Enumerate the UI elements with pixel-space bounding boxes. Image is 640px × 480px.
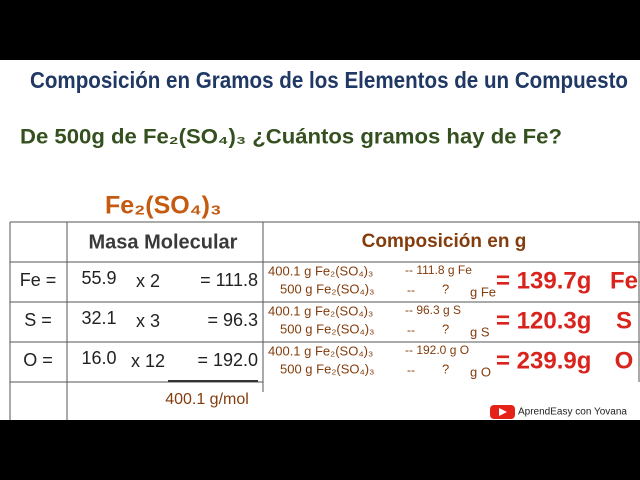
title: Composición en Gramos de los Elementos d… [30,67,628,93]
element: Fe = [20,270,57,290]
result: = 139.7g [496,267,591,294]
logo-play [499,408,507,416]
product: = 111.8 [200,270,258,290]
question: De 500g de Fe₂(SO₄)₃ ¿Cuántos gramos hay… [20,126,562,149]
table-header: Masa Molecular [89,231,238,253]
result: = 120.3g [496,307,591,334]
atomic-mass: 32.1 [81,308,116,328]
slide-background [0,60,640,420]
product: = 192.0 [197,350,258,370]
unknown-unit: g O [470,364,491,379]
ratio-top: 400.1 g Fe₂(SO₄)₃ [268,263,373,278]
ratio-top: 400.1 g Fe₂(SO₄)₃ [268,343,373,358]
ratio-top: 400.1 g Fe₂(SO₄)₃ [268,303,373,318]
result: = 239.9g [496,347,591,374]
atomic-mass: 16.0 [81,348,116,368]
unknown: ? [442,361,449,376]
multiplier: x 12 [131,351,165,371]
unknown-unit: g Fe [470,284,496,299]
result-element: O [615,347,634,374]
ratio-top-value: -- 192.0 g O [405,343,469,357]
logo-text: AprendEasy con Yovana [518,407,627,418]
product: = 96.3 [207,310,258,330]
table-header: Composición en g [362,231,527,252]
unknown: ? [442,321,449,336]
element: S = [24,310,52,330]
ratio-bottom-dash: -- [407,363,415,377]
ratio-bottom: 500 g Fe₂(SO₄)₃ [280,321,374,336]
unknown: ? [442,281,449,296]
result-element: S [616,307,632,334]
ratio-bottom: 500 g Fe₂(SO₄)₃ [280,361,374,376]
multiplier: x 3 [136,311,160,331]
logo: AprendEasy con Yovana [490,405,627,419]
multiplier: x 2 [136,271,160,291]
atomic-mass: 55.9 [81,268,116,288]
ratio-bottom-dash: -- [407,323,415,337]
formula: Fe₂(SO₄)₃ [105,192,222,220]
result-element: Fe [610,267,638,294]
ratio-bottom: 500 g Fe₂(SO₄)₃ [280,281,374,296]
ratio-top-value: -- 96.3 g S [405,303,461,317]
table-grid [9,221,640,420]
total-mass: 400.1 g/mol [165,391,249,408]
element: O = [23,350,53,370]
unknown-unit: g S [470,324,490,339]
ratio-bottom-dash: -- [407,283,415,297]
ratio-top-value: -- 111.8 g Fe [405,263,472,277]
